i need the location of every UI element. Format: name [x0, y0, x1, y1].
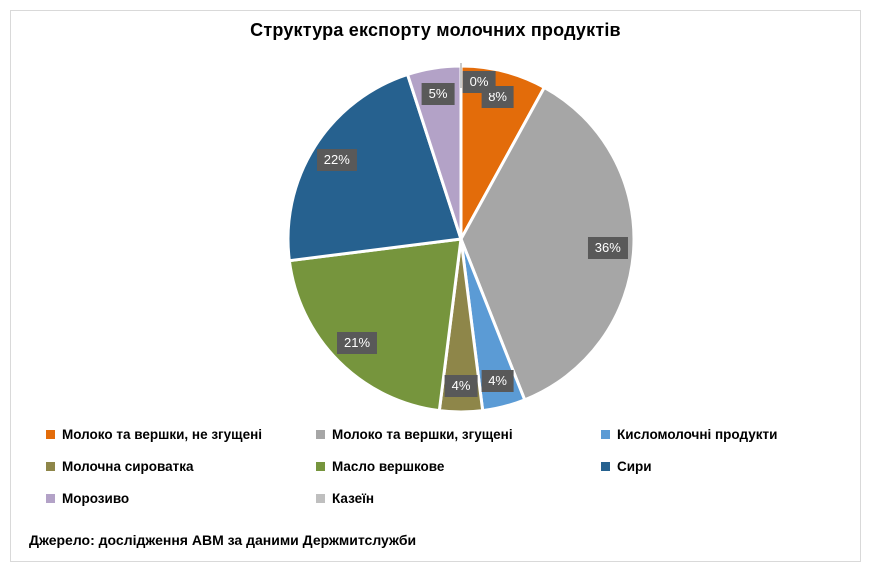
legend: Молоко та вершки, не згущені Молоко та ве…: [46, 425, 836, 508]
legend-item-3: Кисломолочні продукти: [601, 425, 836, 444]
legend-label: Кисломолочні продукти: [617, 427, 778, 442]
chart-frame: Структура експорту молочних продуктів 8%…: [10, 10, 861, 562]
legend-marker-icon: [316, 494, 325, 503]
source-note: Джерело: дослідження АВМ за даними Держм…: [29, 532, 417, 548]
legend-item-8: Казеїн: [316, 489, 601, 508]
pie-slice-2: [459, 85, 636, 402]
pie-chart: [286, 63, 636, 414]
legend-label: Молоко та вершки, згущені: [332, 427, 513, 442]
legend-item-1: Молоко та вершки, не згущені: [46, 425, 316, 444]
legend-label: Молоко та вершки, не згущені: [62, 427, 262, 442]
legend-item-4: Молочна сироватка: [46, 457, 316, 476]
legend-marker-icon: [46, 430, 55, 439]
legend-item-2: Молоко та вершки, згущені: [316, 425, 601, 444]
legend-label: Сири: [617, 459, 652, 474]
legend-label: Молочна сироватка: [62, 459, 194, 474]
legend-marker-icon: [601, 430, 610, 439]
legend-marker-icon: [316, 462, 325, 471]
legend-marker-icon: [601, 462, 610, 471]
legend-item-6: Сири: [601, 457, 836, 476]
chart-title: Структура експорту молочних продуктів: [250, 20, 621, 40]
pie-slice-5: [287, 237, 463, 413]
legend-label: Масло вершкове: [332, 459, 445, 474]
legend-marker-icon: [316, 430, 325, 439]
pie-slice-6: [286, 72, 463, 263]
legend-marker-icon: [46, 462, 55, 471]
legend-label: Морозиво: [62, 491, 130, 506]
legend-marker-icon: [46, 494, 55, 503]
legend-item-7: Морозиво: [46, 489, 316, 508]
legend-label: Казеїн: [332, 491, 375, 506]
legend-item-5: Масло вершкове: [316, 457, 601, 476]
